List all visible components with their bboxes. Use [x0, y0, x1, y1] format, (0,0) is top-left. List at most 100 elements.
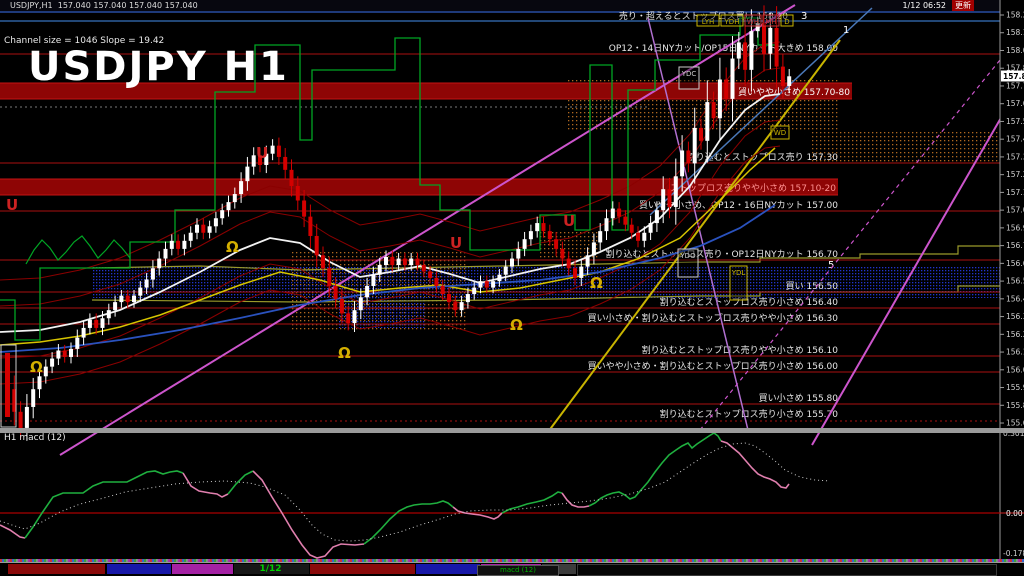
candle-body: [377, 265, 382, 275]
pivot-label-border: [744, 14, 762, 27]
yellow-ma-line: [0, 147, 776, 346]
candle-body: [100, 318, 105, 328]
level-annotation: 買い小さめ 155.80: [759, 393, 839, 404]
macd-line-down: [252, 470, 365, 559]
candle-body: [522, 239, 527, 249]
candle-body: [661, 189, 666, 211]
candle-body: [333, 285, 338, 299]
pivot-label-text: YDO: [679, 252, 696, 260]
price-axis-label: 156.350: [1006, 312, 1024, 321]
candle-body: [680, 150, 685, 177]
blue-ma-line: [0, 204, 776, 353]
candle-body: [743, 42, 748, 70]
candle-body: [81, 327, 86, 338]
candle-body: [352, 310, 357, 324]
candle-body: [176, 240, 181, 249]
candle-body: [736, 42, 741, 59]
blue-dotted-cloud: [92, 266, 1000, 298]
pivot-label-box: YDH: [720, 14, 744, 27]
candle-body: [787, 76, 792, 86]
chart-title-bar: USDJPY,H1 157.040 157.040 157.040 157.04…: [0, 0, 1024, 13]
candle-body: [617, 208, 622, 217]
candle-body: [528, 231, 533, 240]
trendline-number: 3: [801, 11, 807, 22]
u-marker: U: [256, 144, 268, 162]
macd-line-up: [501, 491, 563, 514]
candle-body: [673, 176, 678, 207]
candle-body: [321, 255, 325, 269]
candle-body: [730, 58, 735, 99]
envelope-line: [0, 67, 781, 307]
candle-body: [453, 302, 458, 311]
pivot-label-border: [729, 265, 748, 301]
candle-body: [314, 235, 319, 256]
candle-body: [610, 208, 615, 219]
candle-body: [705, 102, 710, 141]
candle-body: [43, 366, 48, 377]
price-axis-label: 157.340: [1006, 152, 1024, 161]
current-price-text: 157.840: [1003, 72, 1024, 81]
candle-body: [717, 79, 722, 119]
price-axis-label: 156.570: [1006, 277, 1024, 286]
candle-body: [56, 350, 61, 359]
candle-body: [755, 23, 760, 32]
panel-separator[interactable]: [0, 428, 1024, 433]
macd-line-down: [561, 492, 590, 508]
candle-body: [132, 295, 136, 303]
candle-body: [654, 210, 659, 224]
envelope-line: [0, 119, 781, 359]
pivot-label-text: LYH: [702, 18, 715, 26]
pivot-label-border: [762, 14, 780, 27]
candle-body: [510, 258, 514, 267]
pivot-label-box: D: [780, 14, 794, 27]
macd-line-down: [0, 524, 26, 539]
indicator-quick-label[interactable]: macd (12): [477, 565, 559, 576]
price-axis-label: 155.800: [1006, 401, 1024, 410]
price-axis-label: 156.020: [1006, 365, 1024, 374]
price-axis-label: 156.130: [1006, 348, 1024, 357]
candle-body: [31, 389, 36, 407]
candle-body: [409, 258, 414, 266]
candle-body: [604, 218, 609, 232]
timeline-segment[interactable]: [310, 564, 415, 574]
level-annotation: ストップロス売りやや小さめ 157.10-20: [670, 182, 836, 194]
candle-body: [270, 145, 275, 154]
candle-body: [245, 166, 250, 182]
level-annotation: 買いやや小さめ、OP12・16日NYカット 157.00: [639, 200, 838, 211]
timeline-segment[interactable]: [577, 564, 997, 576]
candle-body: [327, 268, 332, 286]
candle-body: [94, 319, 99, 328]
candle-body: [258, 155, 262, 166]
price-axis-label: 156.680: [1006, 259, 1024, 268]
timeline-segment[interactable]: [542, 564, 576, 574]
candle-body: [497, 274, 502, 282]
pivot-label-box: YDL: [729, 265, 748, 301]
candle-body: [699, 127, 703, 141]
candle-body: [579, 266, 584, 278]
timeline-segment[interactable]: [416, 564, 480, 574]
candle-body: [692, 127, 697, 164]
macd-scale-label: -0.178: [1003, 549, 1024, 558]
price-zone-band: [0, 83, 852, 99]
timeline-segment[interactable]: [234, 564, 309, 574]
candle-body: [686, 150, 691, 164]
candle-body: [396, 258, 401, 266]
candle-body: [573, 268, 577, 278]
candle-body: [251, 155, 256, 167]
candle-body: [24, 406, 29, 428]
range-box-bar: [5, 353, 10, 417]
candle-body: [402, 258, 407, 266]
pivot-label-border: [678, 66, 700, 90]
price-axis-label: 157.230: [1006, 170, 1024, 179]
candle-body: [642, 232, 647, 241]
timeline-segment[interactable]: [8, 564, 105, 574]
timeline-segment[interactable]: [107, 564, 171, 574]
updated-badge: 更新: [952, 0, 974, 11]
candle-body: [113, 302, 118, 311]
axis-background: [1000, 0, 1024, 576]
candle-body: [503, 266, 508, 275]
trend-line: [647, 17, 749, 431]
timeline-segment[interactable]: [172, 564, 233, 574]
candle-body: [12, 389, 17, 412]
